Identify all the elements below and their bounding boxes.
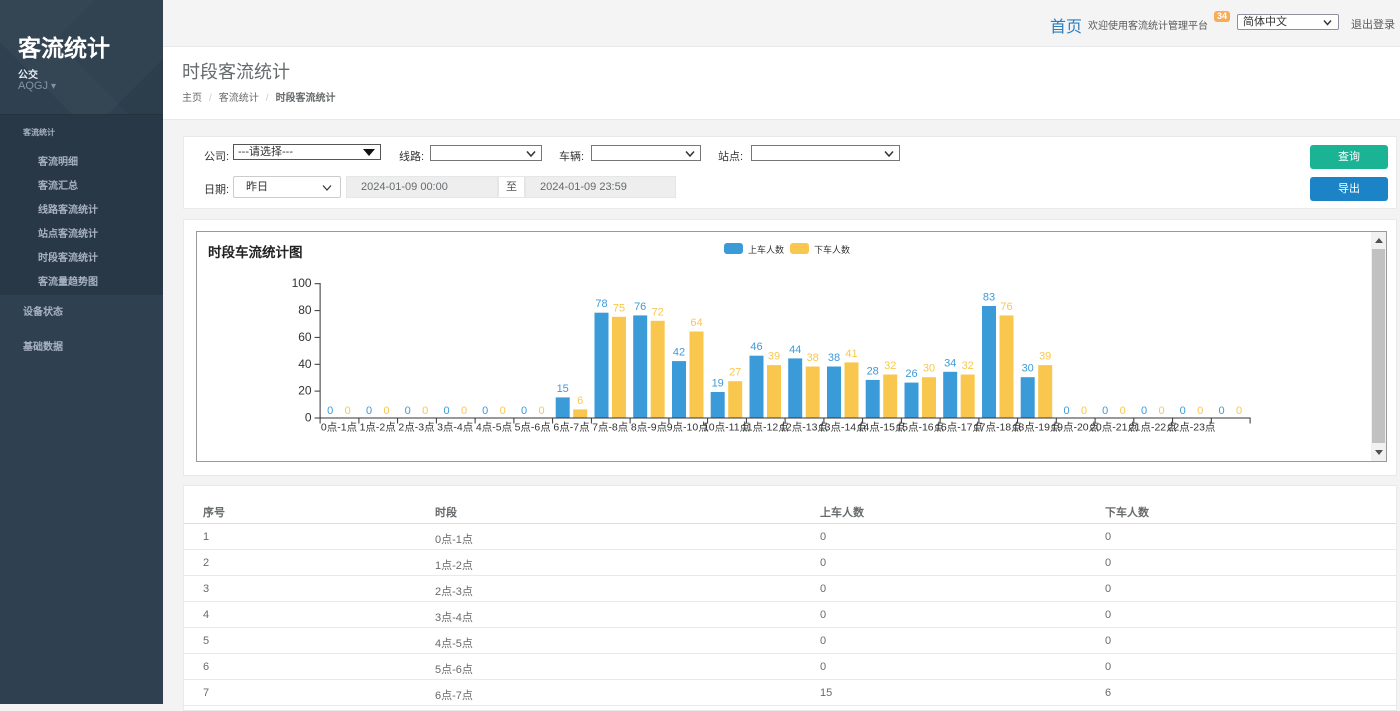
svg-text:6点-7点: 6点-7点 <box>553 422 589 434</box>
svg-text:39: 39 <box>1039 351 1051 363</box>
svg-text:76: 76 <box>634 301 646 313</box>
svg-text:0: 0 <box>1120 405 1126 417</box>
svg-text:13点-14点: 13点-14点 <box>819 422 867 434</box>
svg-text:32: 32 <box>884 360 896 372</box>
svg-text:22点-23点: 22点-23点 <box>1168 422 1216 434</box>
svg-text:21点-22点: 21点-22点 <box>1129 422 1177 434</box>
svg-text:0: 0 <box>1218 405 1224 417</box>
svg-text:0: 0 <box>1180 405 1186 417</box>
svg-text:8点-9点: 8点-9点 <box>631 422 667 434</box>
svg-text:0: 0 <box>366 405 372 417</box>
svg-text:0: 0 <box>1197 405 1203 417</box>
svg-text:11点-12点: 11点-12点 <box>742 422 789 434</box>
svg-text:6: 6 <box>577 395 583 407</box>
svg-text:38: 38 <box>807 352 819 364</box>
svg-text:76: 76 <box>1000 301 1012 313</box>
svg-text:0: 0 <box>443 405 449 417</box>
svg-text:44: 44 <box>789 344 801 356</box>
svg-text:26: 26 <box>905 368 917 380</box>
svg-text:32: 32 <box>962 360 974 372</box>
svg-text:14点-15点: 14点-15点 <box>858 422 906 434</box>
svg-text:78: 78 <box>595 298 607 310</box>
svg-text:10点-11点: 10点-11点 <box>703 422 750 434</box>
svg-text:3点-4点: 3点-4点 <box>437 422 473 434</box>
svg-text:80: 80 <box>298 303 312 317</box>
svg-text:19点-20点: 19点-20点 <box>1051 422 1099 434</box>
svg-text:75: 75 <box>613 302 625 314</box>
svg-text:38: 38 <box>828 352 840 364</box>
svg-text:60: 60 <box>298 330 312 344</box>
svg-text:0: 0 <box>1141 405 1147 417</box>
svg-text:39: 39 <box>768 351 780 363</box>
svg-text:12点-13点: 12点-13点 <box>780 422 828 434</box>
svg-text:1点-2点: 1点-2点 <box>360 422 396 434</box>
svg-text:41: 41 <box>845 348 857 360</box>
svg-text:4点-5点: 4点-5点 <box>476 422 512 434</box>
svg-text:20点-21点: 20点-21点 <box>1090 422 1138 434</box>
svg-text:20: 20 <box>298 384 312 398</box>
svg-text:15点-16点: 15点-16点 <box>896 422 944 434</box>
svg-text:64: 64 <box>690 317 702 329</box>
svg-text:19: 19 <box>712 378 724 390</box>
svg-text:0: 0 <box>1102 405 1108 417</box>
svg-text:0: 0 <box>1236 405 1242 417</box>
svg-text:100: 100 <box>292 276 312 290</box>
svg-text:40: 40 <box>298 357 312 371</box>
svg-text:0: 0 <box>405 405 411 417</box>
svg-text:0: 0 <box>1063 405 1069 417</box>
svg-text:0: 0 <box>422 405 428 417</box>
svg-text:0: 0 <box>1158 405 1164 417</box>
svg-text:18点-19点: 18点-19点 <box>1013 422 1061 434</box>
svg-text:72: 72 <box>652 306 664 318</box>
svg-text:46: 46 <box>750 341 762 353</box>
svg-text:0: 0 <box>482 405 488 417</box>
svg-text:7点-8点: 7点-8点 <box>592 422 628 434</box>
svg-text:0: 0 <box>1081 405 1087 417</box>
svg-text:42: 42 <box>673 347 685 359</box>
svg-text:30: 30 <box>923 363 935 375</box>
svg-text:9点-10点: 9点-10点 <box>667 422 709 434</box>
svg-text:17点-18点: 17点-18点 <box>974 422 1022 434</box>
svg-text:0: 0 <box>383 405 389 417</box>
svg-text:16点-17点: 16点-17点 <box>935 422 983 434</box>
svg-text:0: 0 <box>521 405 527 417</box>
svg-text:15: 15 <box>557 383 569 395</box>
svg-text:0: 0 <box>305 411 312 425</box>
svg-text:0: 0 <box>345 405 351 417</box>
svg-text:2点-3点: 2点-3点 <box>398 422 434 434</box>
svg-text:34: 34 <box>944 357 956 369</box>
svg-text:30: 30 <box>1022 363 1034 375</box>
svg-text:28: 28 <box>867 365 879 377</box>
svg-text:0: 0 <box>500 405 506 417</box>
svg-text:0: 0 <box>538 405 544 417</box>
svg-text:83: 83 <box>983 292 995 304</box>
svg-text:27: 27 <box>729 367 741 379</box>
svg-text:0: 0 <box>327 405 333 417</box>
svg-text:0: 0 <box>461 405 467 417</box>
svg-text:0点-1点: 0点-1点 <box>321 422 357 434</box>
svg-text:5点-6点: 5点-6点 <box>515 422 551 434</box>
